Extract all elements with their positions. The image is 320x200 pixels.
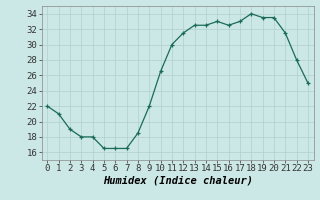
X-axis label: Humidex (Indice chaleur): Humidex (Indice chaleur)	[103, 176, 252, 186]
